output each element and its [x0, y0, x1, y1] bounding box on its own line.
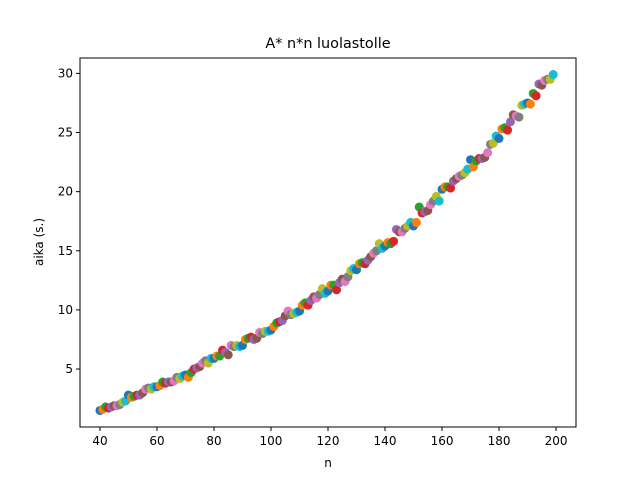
- data-point: [223, 350, 233, 360]
- data-point: [548, 70, 558, 80]
- y-axis-ticks: 5 10 15 20 25 30: [58, 66, 80, 376]
- chart-title: A* n*n luolastolle: [265, 36, 390, 52]
- y-tick-label: 30: [58, 66, 73, 80]
- data-point: [411, 217, 421, 227]
- data-point: [434, 196, 444, 206]
- data-point: [505, 117, 515, 127]
- data-point: [531, 91, 541, 101]
- x-tick-label: 100: [260, 434, 283, 448]
- x-axis-label: n: [324, 456, 332, 470]
- x-axis-ticks: 40 60 80 100 120 140 160 180 200: [92, 427, 567, 448]
- y-axis-label: aika (s.): [32, 218, 46, 266]
- y-tick-label: 5: [65, 362, 73, 376]
- x-tick-label: 60: [149, 434, 164, 448]
- y-tick-label: 15: [58, 244, 73, 258]
- y-tick-label: 25: [58, 126, 73, 140]
- x-tick-label: 80: [206, 434, 221, 448]
- x-tick-label: 160: [431, 434, 454, 448]
- data-point: [514, 112, 524, 122]
- x-tick-label: 120: [317, 434, 340, 448]
- x-tick-label: 40: [92, 434, 107, 448]
- data-point: [446, 183, 456, 193]
- data-point: [332, 285, 342, 295]
- data-point: [503, 125, 513, 135]
- data-point: [494, 133, 504, 143]
- data-point: [483, 148, 493, 158]
- x-tick-label: 200: [545, 434, 568, 448]
- x-tick-label: 180: [488, 434, 511, 448]
- data-point: [525, 99, 535, 109]
- x-tick-label: 140: [374, 434, 397, 448]
- data-point: [389, 236, 399, 246]
- y-tick-label: 20: [58, 185, 73, 199]
- y-tick-label: 10: [58, 303, 73, 317]
- data-points: [95, 70, 558, 415]
